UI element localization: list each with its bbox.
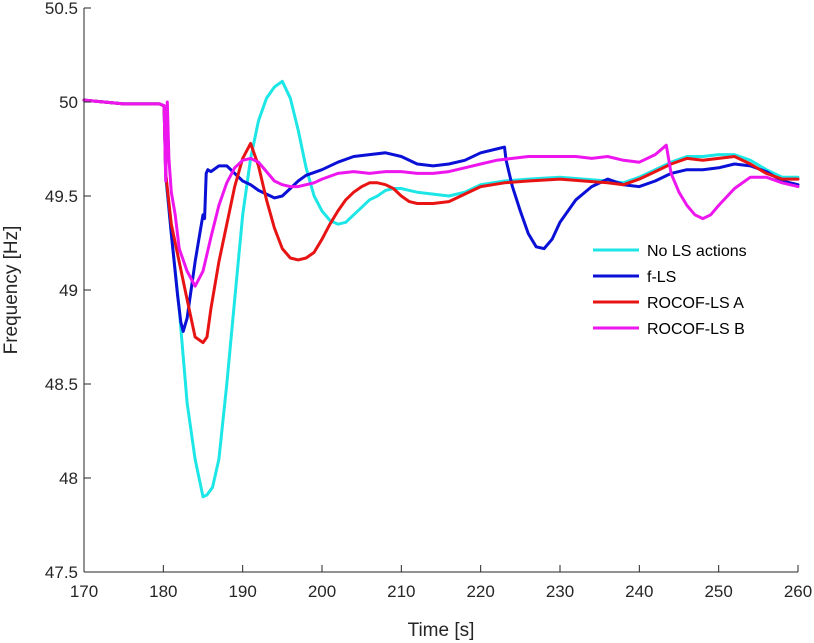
- x-tick-label: 240: [625, 582, 653, 601]
- x-tick-label: 220: [466, 582, 494, 601]
- legend-label-1: No LS actions: [647, 243, 747, 260]
- legend-label-2: f-LS: [647, 269, 676, 286]
- x-tick-label: 230: [546, 582, 574, 601]
- x-tick-label: 180: [149, 582, 177, 601]
- plot-area: [84, 8, 798, 572]
- x-tick-label: 170: [70, 582, 98, 601]
- x-tick-label: 200: [308, 582, 336, 601]
- y-tick-label: 49: [59, 281, 78, 300]
- x-tick-label: 260: [784, 582, 812, 601]
- x-axis-title: Time [s]: [408, 620, 475, 641]
- y-tick-label: 49.5: [45, 187, 78, 206]
- y-tick-label: 50: [59, 93, 78, 112]
- x-tick-label: 250: [704, 582, 732, 601]
- x-tick-label: 210: [387, 582, 415, 601]
- series-line-4: [82, 98, 800, 288]
- y-tick-label: 50.5: [45, 0, 78, 18]
- ticks: 170 180 190 200 210 220 230 240 250 260 47.5 48 48.5…: [45, 0, 812, 601]
- series-line-3: [82, 98, 800, 345]
- legend-label-3: ROCOF-LS A: [647, 295, 744, 312]
- y-tick-label: 48: [59, 469, 78, 488]
- y-axis-title: Frequency [Hz]: [1, 226, 22, 355]
- series-line-1: [82, 79, 800, 499]
- series-layer: [82, 79, 800, 499]
- y-tick-label: 48.5: [45, 375, 78, 394]
- x-tick-label: 190: [228, 582, 256, 601]
- legend: No LS actions f-LS ROCOF-LS A ROCOF-LS B: [593, 243, 747, 338]
- y-tick-label: 47.5: [45, 563, 78, 582]
- legend-label-4: ROCOF-LS B: [647, 321, 745, 338]
